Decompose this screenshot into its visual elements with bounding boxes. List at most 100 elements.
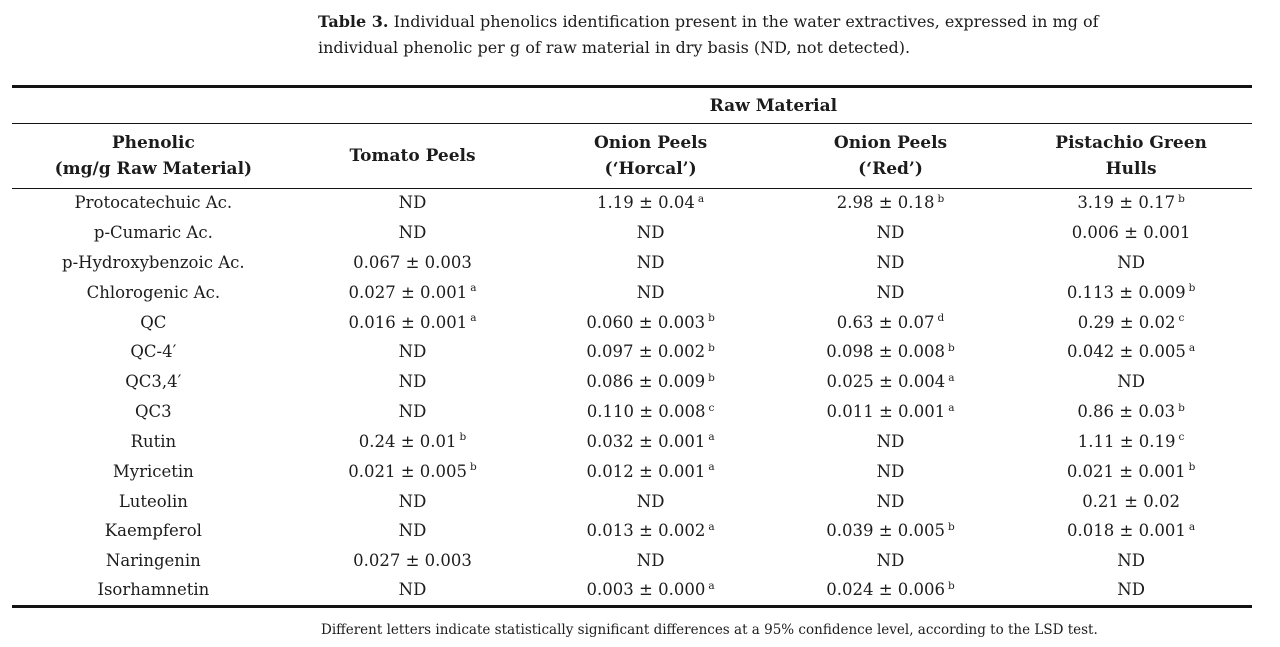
value-cell: 1.19 ± 0.04 a	[597, 192, 705, 213]
table-body: Protocatechuic Ac. ND 1.19 ± 0.04 a 2.98 ± 0…	[12, 189, 1252, 607]
value-cell: ND	[636, 491, 665, 511]
significance-letter: b	[708, 312, 715, 325]
table-row: Protocatechuic Ac. ND 1.19 ± 0.04 a 2.98 ± 0…	[12, 189, 1252, 219]
significance-letter: a	[948, 371, 955, 384]
phenolic-name: Chlorogenic Ac.	[86, 282, 221, 302]
phenolic-name: QC	[140, 312, 167, 332]
value-cell: 0.060 ± 0.003 b	[586, 312, 715, 332]
table-row: p-Hydroxybenzoic Ac. 0.067 ± 0.003 ND ND ND	[12, 248, 1252, 278]
significance-letter: b	[1188, 282, 1196, 295]
significance-letter: c	[1178, 312, 1185, 325]
table-row: Myricetin 0.021 ± 0.005 b 0.012 ± 0.001 a ND 0…	[12, 457, 1252, 487]
value-cell: ND	[876, 223, 905, 243]
value-cell: ND	[398, 193, 427, 213]
value-cell: 3.19 ± 0.17 b	[1077, 192, 1185, 213]
phenolic-name: Myricetin	[112, 461, 194, 481]
significance-letter: b	[470, 461, 477, 474]
value-cell: 0.110 ± 0.008 c	[586, 401, 715, 422]
table-head: Raw Material Phenolic (mg/g Raw Material…	[12, 86, 1252, 189]
significance-letter: b	[708, 341, 715, 354]
value-cell: 0.29 ± 0.02 c	[1077, 312, 1185, 332]
value-cell: 2.98 ± 0.18 b	[836, 192, 945, 213]
table-footnote: Different letters indicate statistically…	[321, 622, 1098, 638]
table-row: QC-4′ ND 0.097 ± 0.002 b 0.098 ± 0.008 b 0.042…	[12, 338, 1252, 368]
table-row: Naringenin 0.027 ± 0.003 ND ND ND	[12, 547, 1252, 577]
value-cell: ND	[398, 491, 427, 511]
table-row: QC3 ND 0.110 ± 0.008 c 0.011 ± 0.001 a 0.86 ± …	[12, 397, 1252, 427]
column-header-row: Phenolic (mg/g Raw Material) Tomato Peel…	[12, 123, 1252, 189]
significance-letter: a	[470, 282, 477, 295]
significance-letter: a	[708, 461, 715, 474]
value-cell: ND	[876, 491, 905, 511]
value-cell: 0.003 ± 0.000 a	[586, 579, 715, 600]
value-cell: ND	[876, 461, 905, 481]
table-caption-label: Table 3.	[318, 12, 389, 31]
value-cell: ND	[636, 282, 665, 302]
significance-letter: b	[948, 341, 955, 354]
phenolic-name: QC3	[135, 402, 172, 422]
significance-letter: a	[470, 312, 477, 325]
significance-letter: a	[1188, 341, 1196, 354]
table-caption: Table 3. Individual phenolics identifica…	[318, 9, 1170, 61]
raw-material-group-header: Raw Material	[294, 86, 1252, 124]
significance-letter: b	[948, 520, 955, 533]
value-cell: ND	[876, 252, 905, 272]
value-cell: 0.027 ± 0.001 a	[348, 282, 477, 302]
value-cell: ND	[398, 402, 427, 422]
value-cell: 0.86 ± 0.03 b	[1077, 401, 1185, 422]
value-cell: ND	[398, 372, 427, 392]
phenolics-data-table: Raw Material Phenolic (mg/g Raw Material…	[12, 85, 1252, 608]
table-row: QC3,4′ ND 0.086 ± 0.009 b 0.025 ± 0.004 a ND	[12, 368, 1252, 398]
phenolic-name: p-Hydroxybenzoic Ac.	[62, 252, 245, 272]
value-cell: ND	[1117, 372, 1145, 392]
phenolic-name: Kaempferol	[104, 521, 202, 541]
significance-letter: d	[937, 312, 945, 325]
significance-letter: b	[948, 579, 955, 592]
value-cell: ND	[1117, 580, 1145, 600]
value-cell: 0.113 ± 0.009 b	[1066, 282, 1196, 302]
value-cell: 0.025 ± 0.004 a	[826, 371, 955, 392]
significance-letter: a	[697, 192, 705, 205]
value-cell: ND	[1117, 551, 1145, 571]
significance-letter: a	[708, 431, 715, 444]
corner-cell	[12, 86, 295, 124]
column-header-onion-peels-horcal: Onion Peels (‘Horcal’)	[530, 123, 771, 189]
significance-letter: b	[459, 431, 467, 444]
column-header-pistachio-green-hulls: Pistachio Green Hulls	[1010, 123, 1252, 189]
value-cell: ND	[636, 551, 665, 571]
value-cell: 0.006 ± 0.001	[1071, 223, 1191, 243]
significance-letter: b	[937, 192, 945, 205]
value-cell: 0.032 ± 0.001 a	[586, 431, 715, 451]
value-cell: 0.63 ± 0.07 d	[836, 312, 945, 332]
table-row: Isorhamnetin ND 0.003 ± 0.000 a 0.024 ± 0.00…	[12, 576, 1252, 606]
value-cell: 0.042 ± 0.005 a	[1067, 341, 1196, 362]
value-cell: 0.021 ± 0.001 b	[1066, 461, 1196, 481]
table-row: Luteolin ND ND ND 0.21 ± 0.02	[12, 487, 1252, 517]
table-row: Rutin 0.24 ± 0.01 b 0.032 ± 0.001 a ND 1.11 ± …	[12, 427, 1252, 457]
phenolic-name: QC-4′	[130, 342, 177, 362]
value-cell: ND	[1117, 252, 1145, 272]
table-row: Chlorogenic Ac. 0.027 ± 0.001 a ND ND 0.113 ±…	[12, 278, 1252, 308]
value-cell: ND	[876, 282, 905, 302]
significance-letter: c	[708, 401, 715, 414]
value-cell: ND	[398, 342, 427, 362]
value-cell: ND	[636, 252, 665, 272]
significance-letter: c	[1178, 431, 1185, 444]
value-cell: 0.011 ± 0.001 a	[826, 401, 955, 422]
value-cell: ND	[636, 223, 665, 243]
significance-letter: b	[708, 371, 715, 384]
table-row: Kaempferol ND 0.013 ± 0.002 a 0.039 ± 0.005 b…	[12, 517, 1252, 547]
value-cell: 0.018 ± 0.001 a	[1067, 520, 1196, 541]
significance-letter: b	[1178, 192, 1185, 205]
value-cell: 0.098 ± 0.008 b	[826, 341, 955, 362]
value-cell: 0.016 ± 0.001 a	[348, 312, 477, 332]
phenolic-name: QC3,4′	[125, 372, 182, 392]
phenolic-name: Luteolin	[118, 491, 188, 511]
significance-letter: a	[708, 579, 715, 592]
column-header-tomato-peels: Tomato Peels	[294, 123, 531, 189]
phenolic-name: p-Cumaric Ac.	[93, 223, 213, 243]
column-header-onion-peels-red: Onion Peels (‘Red’)	[770, 123, 1011, 189]
phenolic-name: Naringenin	[105, 551, 201, 571]
value-cell: ND	[398, 223, 427, 243]
significance-letter: a	[708, 520, 715, 533]
